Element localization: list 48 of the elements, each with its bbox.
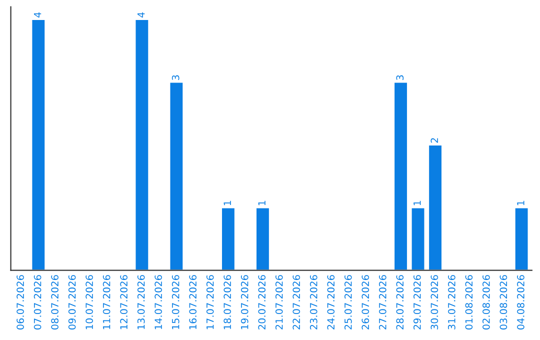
x-tick-label: 28.07.2026 <box>396 275 404 330</box>
data-label: 2 <box>430 138 438 143</box>
data-label: 4 <box>138 12 145 18</box>
x-tick-label: 13.07.2026 <box>137 275 145 330</box>
x-tick-label: 07.07.2026 <box>34 275 42 330</box>
x-tick-label: 11.07.2026 <box>102 275 110 330</box>
x-tick-label: 26.07.2026 <box>362 275 370 330</box>
data-label: 3 <box>396 75 404 80</box>
x-tick-label: 17.07.2026 <box>206 275 214 330</box>
x-tick-label: 15.07.2026 <box>172 275 180 330</box>
data-label: 1 <box>517 200 524 206</box>
bar <box>514 206 530 270</box>
x-tick-label: 16.07.2026 <box>189 275 197 330</box>
x-tick-label: 21.07.2026 <box>275 275 283 330</box>
bar <box>410 206 426 270</box>
x-tick-label: 27.07.2026 <box>378 275 386 330</box>
x-tick-label: 01.08.2026 <box>465 275 473 330</box>
x-tick-label: 06.07.2026 <box>16 275 24 330</box>
x-tick-label: 12.07.2026 <box>120 275 128 330</box>
bar <box>220 206 236 270</box>
x-tick-label: 31.07.2026 <box>448 275 456 330</box>
x-tick-label: 19.07.2026 <box>240 275 248 330</box>
data-label: 1 <box>224 200 231 206</box>
x-tick-label: 04.08.2026 <box>517 275 524 330</box>
x-tick-label: 08.07.2026 <box>51 275 58 330</box>
x-tick-label: 24.07.2026 <box>327 275 335 330</box>
data-label: 1 <box>258 200 266 206</box>
bar <box>168 81 184 270</box>
x-tick-label: 02.08.2026 <box>482 275 490 330</box>
data-label: 4 <box>34 12 42 18</box>
bar <box>393 81 408 270</box>
bar <box>428 144 443 270</box>
x-tick-label: 30.07.2026 <box>430 275 438 330</box>
x-tick-label: 03.08.2026 <box>500 275 508 330</box>
x-tick-label: 18.07.2026 <box>224 275 232 330</box>
x-tick-label: 29.07.2026 <box>413 275 421 330</box>
x-tick-label: 10.07.2026 <box>86 275 93 330</box>
x-tick-label: 25.07.2026 <box>344 275 352 330</box>
bar <box>255 206 270 270</box>
x-tick-label: 09.07.2026 <box>68 275 76 330</box>
data-label: 1 <box>414 200 421 206</box>
x-tick-label: 22.07.2026 <box>292 275 300 330</box>
bar <box>134 18 150 270</box>
x-tick-label: 23.07.2026 <box>310 275 318 330</box>
x-tick-label: 20.07.2026 <box>258 275 266 330</box>
bar <box>30 18 46 270</box>
x-tick-label: 14.07.2026 <box>154 275 162 330</box>
data-label: 3 <box>172 75 180 80</box>
